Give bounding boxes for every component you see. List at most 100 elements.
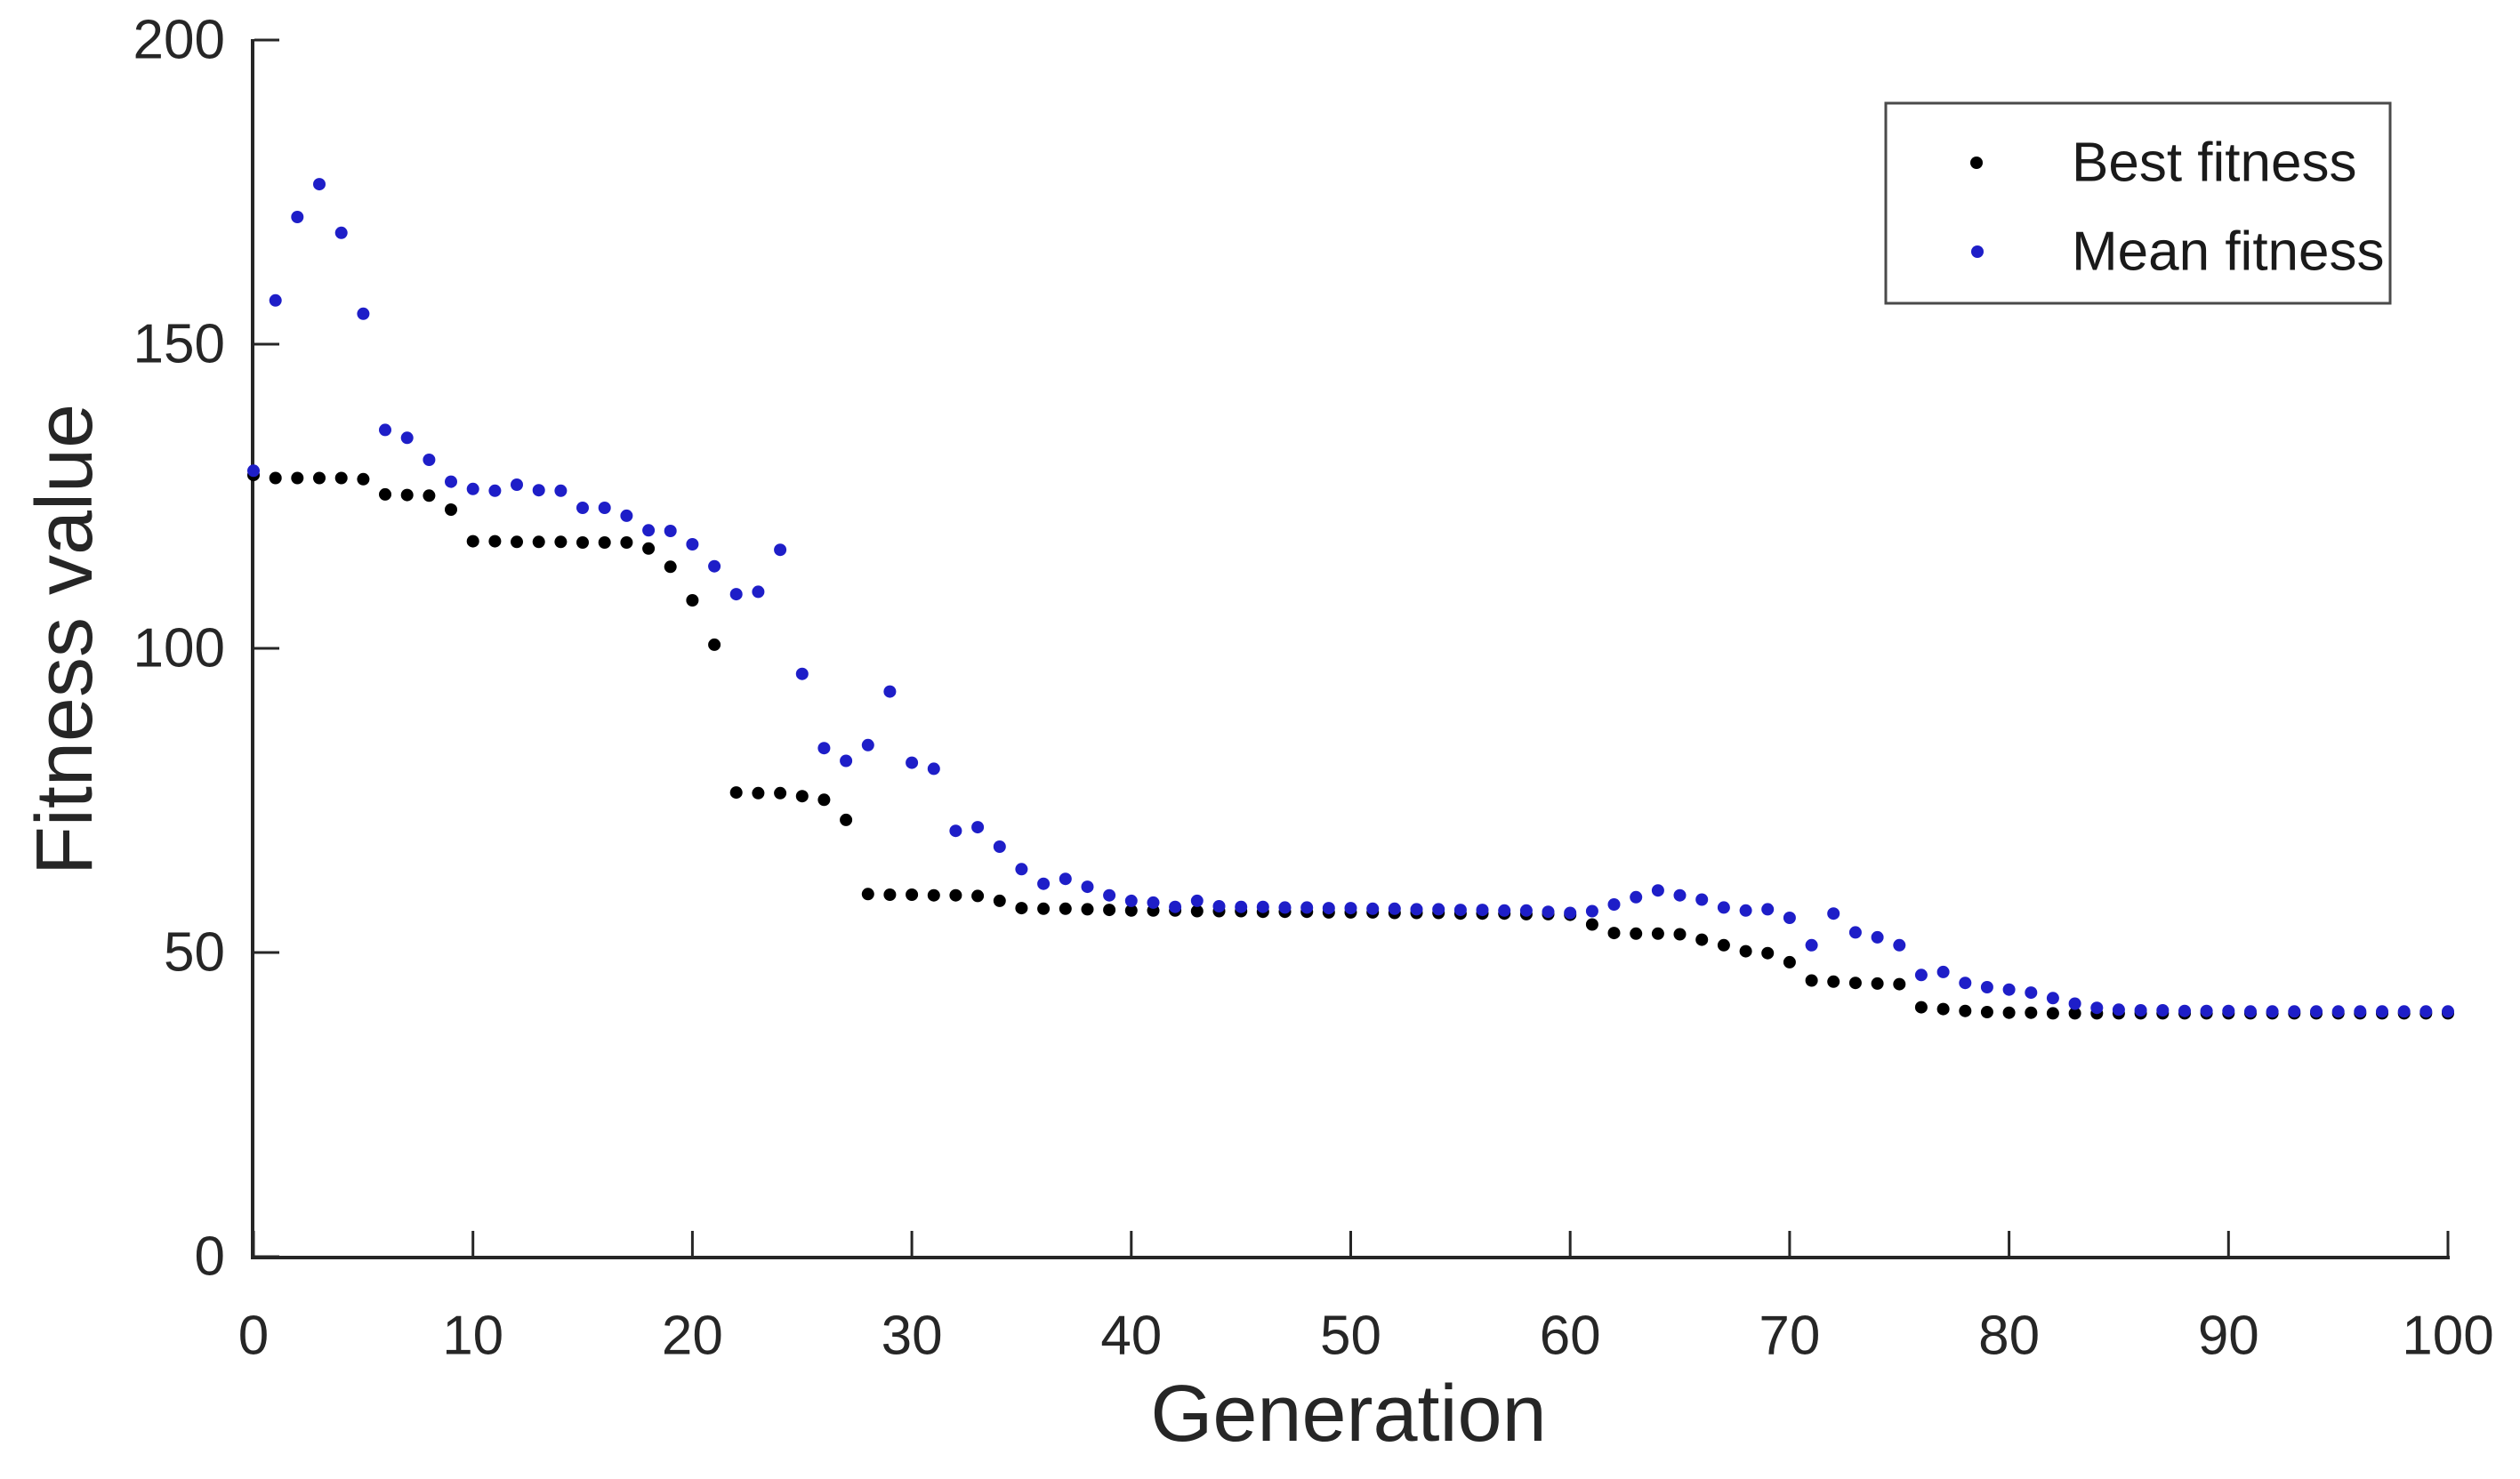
data-point-best (1739, 944, 1752, 958)
x-tick-label: 0 (238, 1306, 269, 1367)
data-point-best (1124, 904, 1138, 917)
data-point-best (532, 535, 545, 549)
data-point-best (1936, 1002, 1950, 1016)
data-point-mean (2002, 983, 2016, 996)
data-point-mean (1322, 902, 1335, 915)
x-tick-label: 90 (2198, 1306, 2259, 1367)
legend-box (1884, 101, 2392, 305)
data-point-mean (1059, 872, 1072, 886)
data-point-mean (1542, 905, 1555, 919)
data-point-mean (1169, 900, 1182, 913)
data-point-mean (334, 226, 348, 239)
data-point-best (774, 786, 787, 800)
legend-best-dot-icon (1970, 157, 1983, 169)
data-point-mean (2310, 1005, 2323, 1018)
data-point-mean (2331, 1005, 2345, 1018)
data-point-mean (1081, 880, 1094, 894)
data-point-mean (1278, 901, 1292, 914)
data-points (247, 178, 2454, 1020)
data-point-best (554, 535, 568, 549)
data-point-mean (1805, 938, 1818, 952)
legend-label-mean: Mean fitness (2072, 221, 2385, 283)
data-point-mean (906, 756, 919, 769)
data-point-mean (1564, 906, 1577, 920)
data-point-mean (664, 525, 677, 537)
data-point-mean (1959, 977, 1972, 990)
data-point-mean (1980, 981, 1993, 993)
data-point-mean (840, 754, 853, 768)
data-point-mean (883, 685, 897, 698)
data-point-mean (1015, 863, 1028, 876)
data-point-mean (752, 585, 765, 599)
x-tick-label: 10 (442, 1306, 503, 1367)
data-point-mean (686, 538, 699, 551)
x-axis-label: Generation (1150, 1370, 1546, 1459)
data-point-mean (466, 482, 479, 495)
data-point-best (620, 536, 633, 549)
data-point-mean (2112, 1003, 2125, 1017)
data-point-mean (1761, 903, 1775, 916)
data-point-mean (2442, 1005, 2454, 1018)
data-point-mean (2266, 1005, 2279, 1018)
data-point-best (883, 888, 897, 901)
data-point-mean (598, 502, 611, 514)
data-point-mean (400, 431, 414, 445)
data-point-mean (1630, 890, 1643, 904)
data-point-best (1848, 977, 1862, 990)
data-point-mean (1717, 901, 1730, 914)
data-point-mean (1585, 904, 1598, 918)
data-point-best (642, 542, 656, 555)
data-point-mean (357, 307, 370, 320)
data-point-best (291, 471, 304, 485)
data-point-best (1827, 975, 1840, 988)
data-point-mean (1235, 900, 1248, 913)
data-point-best (906, 888, 919, 901)
data-point-mean (1147, 896, 1160, 909)
data-point-best (1871, 977, 1884, 990)
data-point-mean (532, 484, 545, 497)
data-point-mean (1212, 900, 1226, 912)
y-tick-label: 100 (133, 618, 225, 679)
data-point-mean (488, 484, 502, 497)
data-point-best (1015, 902, 1028, 915)
data-point-best (817, 793, 831, 807)
data-point-mean (2376, 1005, 2388, 1018)
data-point-mean (2068, 997, 2081, 1010)
data-point-mean (1914, 969, 1928, 982)
data-point-best (1914, 1001, 1928, 1014)
data-point-best (598, 536, 611, 549)
data-point-mean (817, 742, 831, 755)
legend: Best fitness Mean fitness (1884, 101, 2392, 305)
data-point-best (466, 535, 479, 548)
data-point-mean (1739, 904, 1752, 917)
legend-label-best: Best fitness (2072, 133, 2356, 194)
y-tick-label: 150 (133, 314, 225, 375)
data-point-best (357, 472, 370, 486)
data-point-mean (291, 211, 304, 223)
data-point-mean (1037, 877, 1051, 890)
data-point-best (1783, 955, 1796, 969)
data-point-best (511, 535, 523, 549)
data-point-best (400, 488, 414, 502)
data-point-best (576, 536, 589, 549)
data-point-best (1190, 904, 1204, 918)
data-point-mean (2025, 986, 2038, 1000)
y-axis-label: Fitness value (20, 404, 109, 875)
data-point-mean (795, 667, 809, 680)
data-point-best (708, 638, 721, 651)
data-point-mean (729, 588, 743, 601)
data-point-mean (2419, 1005, 2433, 1018)
data-point-mean (1783, 912, 1796, 924)
data-point-mean (2046, 992, 2059, 1005)
data-point-mean (2156, 1004, 2170, 1017)
data-point-mean (1827, 907, 1840, 920)
data-point-best (423, 489, 436, 502)
data-point-mean (1673, 888, 1687, 902)
x-tick-label: 40 (1100, 1306, 1162, 1367)
data-point-mean (2200, 1004, 2213, 1017)
data-point-mean (949, 824, 962, 838)
data-point-best (334, 471, 348, 485)
data-point-mean (620, 509, 633, 522)
